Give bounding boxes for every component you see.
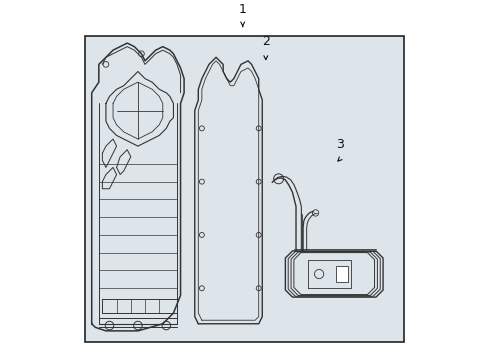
FancyBboxPatch shape <box>335 266 347 282</box>
FancyBboxPatch shape <box>84 36 404 342</box>
Text: 1: 1 <box>238 4 246 17</box>
Text: 3: 3 <box>336 139 344 152</box>
Text: 2: 2 <box>262 35 269 48</box>
